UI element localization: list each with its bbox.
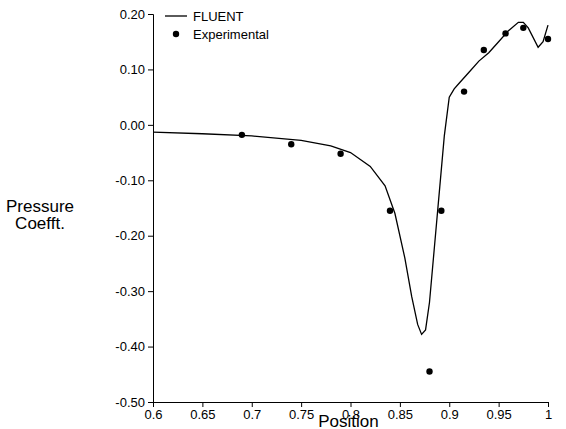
x-tick: 0.7: [243, 402, 261, 422]
x-tick-label: 0.7: [243, 407, 261, 422]
scatter-point: [438, 208, 444, 214]
x-tick-label: 1: [545, 407, 552, 422]
y-tick: 0.20: [120, 7, 153, 22]
y-tick: 0.10: [120, 62, 153, 77]
y-tick-label: 0.20: [120, 7, 145, 22]
y-tick-label: 0.00: [120, 118, 145, 133]
x-tick-label: 0.95: [486, 407, 511, 422]
y-tick: -0.20: [115, 228, 153, 243]
x-tick-label: 0.9: [441, 407, 459, 422]
x-tick: 0.85: [388, 402, 413, 422]
line-series: [153, 22, 548, 334]
scatter-point: [520, 25, 526, 31]
legend-item: Experimental: [173, 27, 269, 42]
x-axis-title: Position: [318, 412, 378, 429]
y-axis-title: PressureCoefft.: [6, 197, 74, 233]
y-tick-mark: [148, 180, 153, 181]
x-tick: 0.65: [190, 402, 215, 422]
scatter-point: [545, 36, 551, 42]
y-axis-title-line: Coefft.: [15, 214, 65, 233]
y-tick-mark: [148, 347, 153, 348]
x-tick: 0.75: [289, 402, 314, 422]
scatter-point: [481, 47, 487, 53]
y-tick-label: -0.10: [115, 173, 145, 188]
y-tick-mark: [148, 14, 153, 15]
y-tick-mark: [148, 125, 153, 126]
x-tick: 1: [545, 402, 552, 422]
scatter-point: [502, 30, 508, 36]
x-tick: 0.6: [144, 402, 162, 422]
y-tick: -0.50: [115, 395, 153, 410]
y-tick-label: -0.20: [115, 228, 145, 243]
x-tick-label: 0.6: [144, 407, 162, 422]
y-tick-mark: [148, 236, 153, 237]
scatter-point: [288, 141, 294, 147]
scatter-point: [239, 132, 245, 138]
y-tick-mark: [148, 402, 153, 403]
y-axis-line: [148, 15, 154, 403]
x-tick-label: 0.85: [388, 407, 413, 422]
plot: 0.60.650.70.750.80.850.90.951-0.50-0.40-…: [115, 7, 552, 423]
legend-swatch: [165, 15, 187, 16]
legend-item: FLUENT: [165, 9, 244, 24]
data-layer: [153, 22, 551, 374]
y-axis: -0.50 -0.40 -0.30 -0.20 -0.10 0.00 0.10 0.20: [115, 7, 153, 410]
y-tick: -0.10: [115, 173, 153, 188]
chart: 0.60.650.70.750.80.850.90.951-0.50-0.40-…: [0, 0, 566, 429]
x-tick: 0.95: [486, 402, 511, 422]
y-tick-mark: [148, 291, 153, 292]
x-tick-label: 0.75: [289, 407, 314, 422]
y-tick-label: -0.30: [115, 284, 145, 299]
x-tick: 0.9: [441, 402, 459, 422]
legend-label: Experimental: [193, 27, 269, 42]
x-tick-label: 0.65: [190, 407, 215, 422]
legend-swatch: [173, 31, 179, 37]
scatter-point: [426, 368, 432, 374]
y-tick: 0.00: [120, 118, 153, 133]
y-tick-label: 0.10: [120, 62, 145, 77]
y-tick: -0.40: [115, 339, 153, 354]
legend: FLUENT Experimental: [165, 9, 269, 42]
y-tick-label: -0.40: [115, 339, 145, 354]
scatter-point: [387, 208, 393, 214]
legend-label: FLUENT: [193, 9, 244, 24]
y-tick-mark: [148, 69, 153, 70]
scatter-point: [337, 150, 343, 156]
y-tick-label: -0.50: [115, 395, 145, 410]
y-tick: -0.30: [115, 284, 153, 299]
scatter-point: [461, 88, 467, 94]
